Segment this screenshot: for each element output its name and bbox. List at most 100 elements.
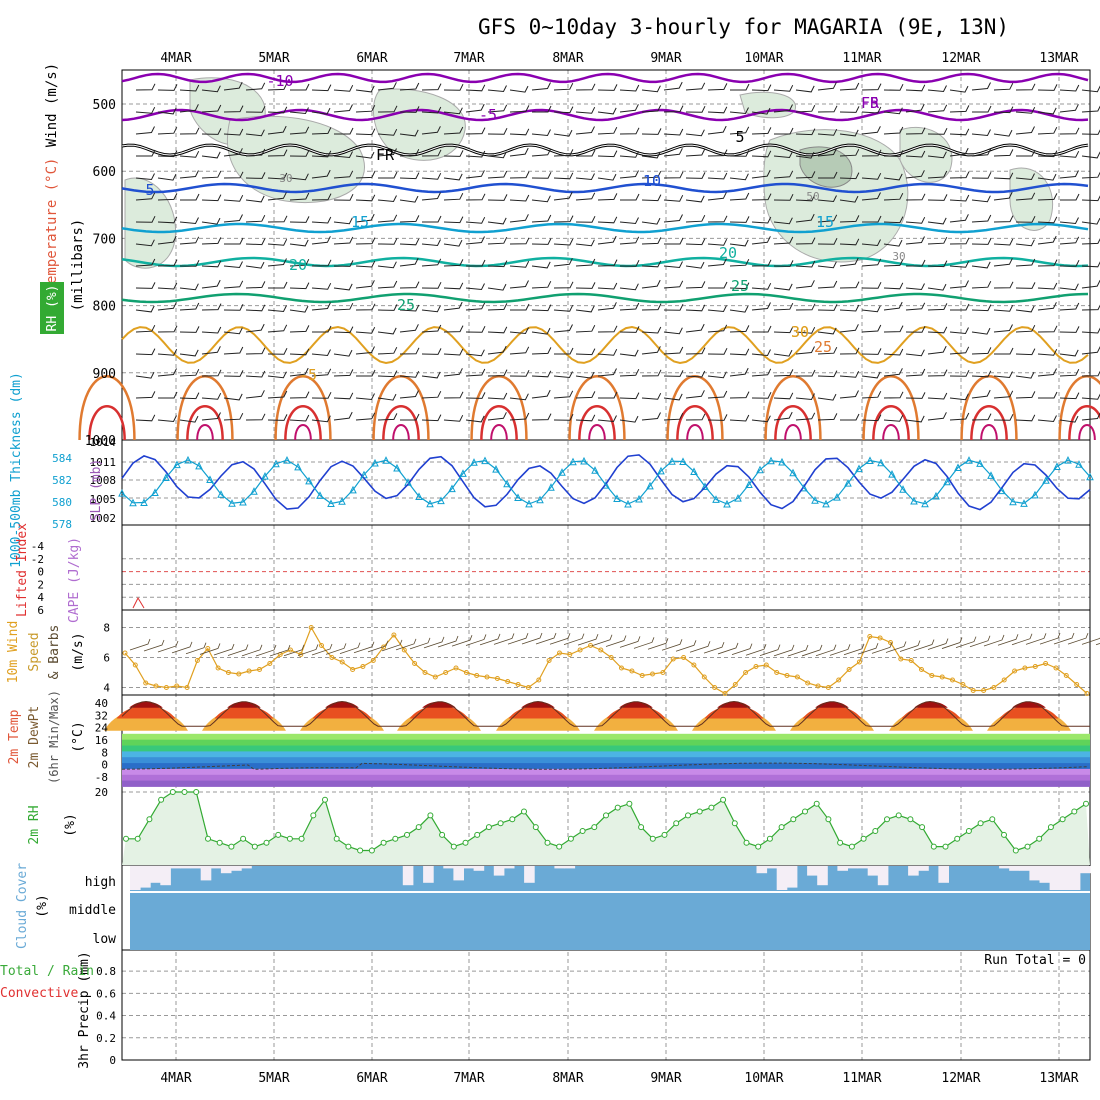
wind-barb (1037, 150, 1058, 158)
isotherm-label: 10 (643, 172, 661, 190)
wind-ylabel-mid: Speed (27, 632, 42, 671)
rh-point (895, 812, 902, 819)
wind-barb (685, 105, 706, 113)
wind-barb (465, 415, 485, 423)
wind-barb (421, 106, 442, 114)
wind-barb (179, 283, 199, 291)
wind-barb (399, 281, 420, 289)
temp-tick: 32 (95, 709, 108, 722)
wind-barb (1015, 348, 1036, 356)
wind-barb (267, 371, 287, 379)
thickness-point (613, 494, 621, 502)
wind-barb (267, 305, 287, 313)
rh-point (427, 812, 434, 819)
wind-barb (905, 150, 926, 158)
wind-barb (971, 129, 991, 137)
wind-barb (531, 304, 552, 312)
wind-barb (949, 260, 970, 268)
wind-barb (553, 172, 574, 180)
wind-barb (729, 107, 749, 115)
wind-barb (553, 215, 574, 223)
wind-barb (839, 257, 859, 267)
wind-barb (509, 128, 530, 136)
wind-barb (1015, 83, 1036, 91)
wind-barb (509, 346, 530, 355)
wind-barb-10m (381, 639, 403, 652)
wind-barb-10m (339, 642, 361, 654)
wind-barb (267, 258, 287, 267)
wind-barb (465, 216, 486, 224)
wind-barb (861, 390, 882, 399)
wind-barb (311, 236, 331, 245)
wind-barb-10m (969, 635, 991, 648)
isotherm-25 (121, 325, 1089, 365)
wind-barb-10m (549, 633, 571, 645)
wind-barb (619, 283, 639, 291)
wind-barb (751, 150, 772, 158)
wind-barb-10m (185, 642, 207, 655)
wind-barb (509, 105, 530, 113)
wind-barb (971, 413, 992, 421)
wind-barb (950, 303, 970, 311)
wind-barb (1059, 127, 1080, 135)
wind-barb (1037, 302, 1057, 311)
rh-point (1083, 800, 1089, 807)
wind-barb (531, 389, 551, 399)
wind-barb (751, 127, 772, 135)
wind-barb (421, 324, 442, 333)
wind-barb (399, 238, 420, 246)
wind-speed-point (484, 674, 490, 680)
wind-barb (597, 368, 617, 377)
high-cloud-gap (140, 866, 151, 888)
wind-barb (1037, 107, 1057, 115)
wind-speed-point (794, 674, 800, 680)
wind-barb (245, 129, 265, 137)
wind-barb (575, 239, 595, 247)
wind-barb (399, 82, 420, 91)
wind-barb (795, 260, 816, 268)
wind-barb (333, 302, 354, 311)
rh-point (158, 796, 165, 803)
wind-speed-point (350, 667, 356, 672)
rh-point (567, 835, 574, 842)
rh-point (1012, 847, 1019, 854)
wind-barb (531, 327, 551, 335)
wind-speed-point (319, 643, 324, 648)
wind-barb (575, 324, 596, 333)
wind-barb (619, 236, 640, 245)
wind-barb (993, 129, 1013, 137)
wind-barb (597, 107, 617, 115)
thickness-left-tick: 582 (52, 474, 72, 487)
wind-barb (597, 193, 618, 201)
wind-barb (135, 215, 156, 223)
high-cloud-gap (200, 866, 212, 881)
wind-barb-10m (521, 632, 543, 645)
wind-barb (400, 413, 420, 421)
wind-barb (1037, 348, 1058, 356)
wind-barb (135, 173, 155, 181)
wind-barb (311, 127, 332, 135)
wind-barb (663, 148, 683, 157)
wind-barb (927, 217, 947, 225)
wind-barb (641, 170, 662, 179)
wind-barb (927, 283, 947, 291)
wind-barb (993, 172, 1014, 180)
rh-point (872, 828, 879, 834)
thickness-point (1053, 462, 1061, 470)
wind-barb (949, 85, 969, 93)
wind-speed-point (681, 655, 687, 660)
wind-barb (861, 371, 881, 379)
wind-barb (641, 128, 662, 135)
rh-point (392, 835, 399, 842)
thickness-point (646, 481, 654, 490)
wind-barb (1037, 325, 1058, 333)
wind-barb (377, 105, 398, 113)
thickness-point (448, 484, 456, 493)
content-layer (78, 72, 1100, 950)
isotherm-30-arch (1058, 375, 1100, 441)
wind-barb (1081, 217, 1100, 225)
wind-barb (245, 148, 266, 157)
wind-barb (289, 239, 309, 247)
rh-point (134, 835, 141, 842)
chart-title: GFS 0~10day 3-hourly for MAGARIA (9E, 13… (478, 15, 1009, 39)
